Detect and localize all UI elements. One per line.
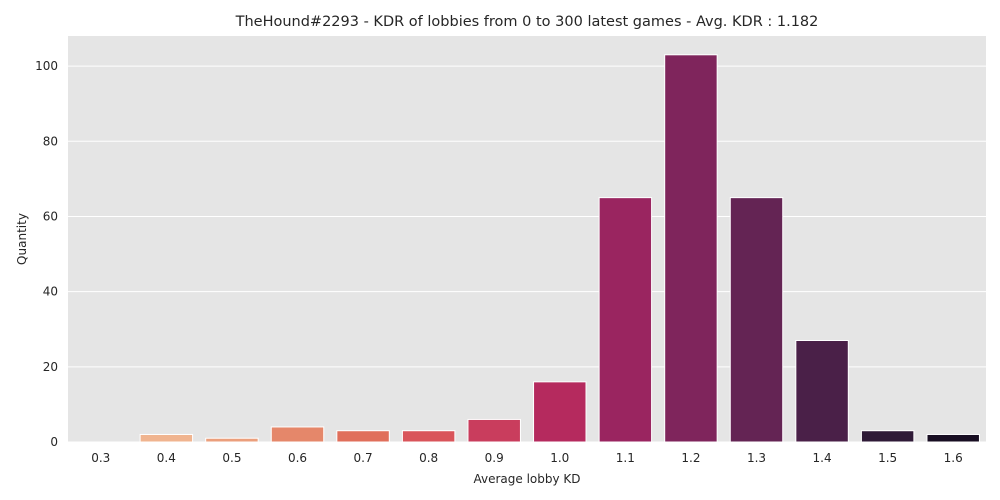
bar-1.6 (926, 433, 980, 443)
y-tick-label: 40 (43, 285, 58, 299)
bar-1.3 (729, 197, 784, 443)
bars (139, 54, 980, 443)
y-tick-label: 20 (43, 360, 58, 374)
bar-0.7 (336, 430, 390, 443)
x-axis-label: Average lobby KD (473, 472, 580, 486)
y-tick-label: 0 (50, 435, 58, 449)
x-tick-label: 0.5 (222, 451, 241, 465)
bar-1.2 (664, 54, 718, 443)
y-tick-label: 80 (43, 134, 58, 148)
bar-0.8 (401, 430, 456, 443)
bar-1.5 (860, 430, 915, 443)
x-tick-label: 1.4 (813, 451, 832, 465)
x-tick-label: 0.9 (485, 451, 504, 465)
x-tick-label: 0.7 (354, 451, 373, 465)
bar-0.6 (270, 426, 325, 443)
bar-0.5 (205, 437, 259, 443)
bar-1.4 (795, 340, 849, 443)
y-tick-label: 60 (43, 209, 58, 223)
x-tick-label: 0.6 (288, 451, 307, 465)
x-tick-label: 1.3 (747, 451, 766, 465)
x-tick-label: 1.5 (878, 451, 897, 465)
y-axis-label: Quantity (15, 213, 29, 265)
x-tick-label: 0.3 (91, 451, 110, 465)
y-tick-labels: 0 20 40 60 80 100 (35, 59, 58, 449)
bar-1.0 (533, 381, 587, 443)
x-tick-label: 1.2 (681, 451, 700, 465)
x-tick-label: 1.1 (616, 451, 635, 465)
chart-title: TheHound#2293 - KDR of lobbies from 0 to… (235, 14, 819, 30)
y-tick-label: 100 (35, 59, 58, 73)
x-tick-label: 1.0 (550, 451, 569, 465)
x-tick-label: 1.6 (944, 451, 963, 465)
x-tick-label: 0.8 (419, 451, 438, 465)
x-tick-label: 0.4 (157, 451, 176, 465)
bar-1.1 (598, 197, 653, 443)
bar-0.4 (139, 433, 194, 443)
bar-0.9 (467, 418, 521, 443)
x-tick-labels: 0.3 0.4 0.5 0.6 0.7 0.8 0.9 1.0 1.1 1.2 1.3 1.4 1.5 1… (91, 451, 963, 465)
